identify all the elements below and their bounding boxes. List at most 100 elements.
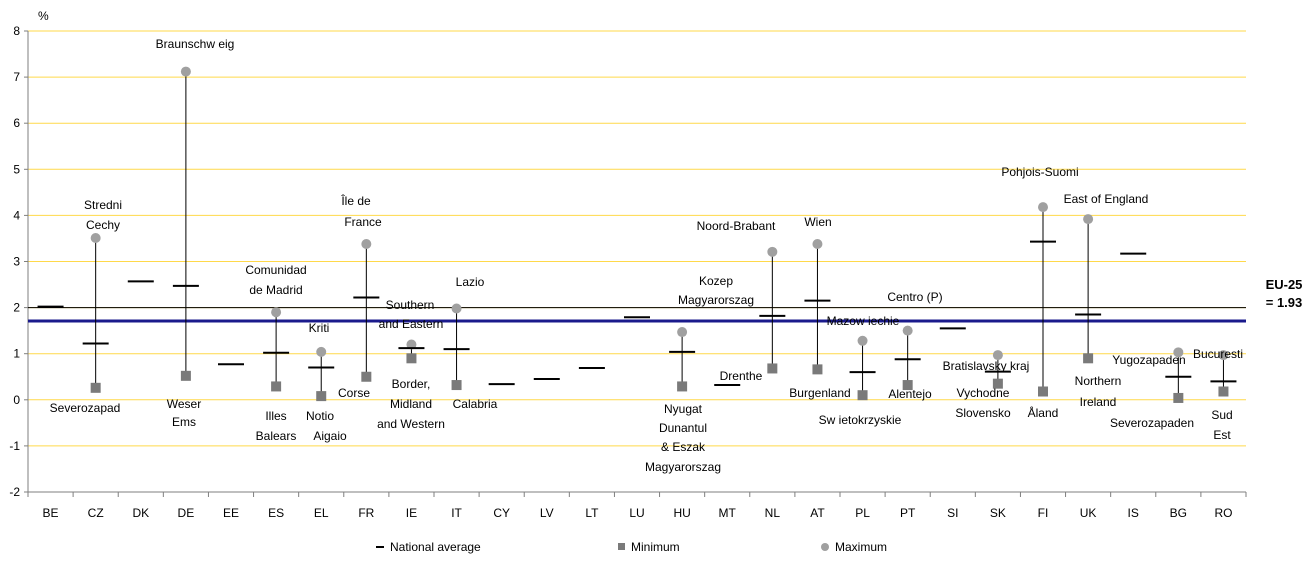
- region-annotation: Yugozapaden: [1112, 353, 1185, 367]
- legend-maximum-label: Maximum: [835, 540, 887, 554]
- maximum-marker: [1083, 214, 1094, 225]
- maximum-marker: [857, 335, 868, 346]
- minimum-marker: [406, 353, 417, 364]
- category-label: HU: [673, 506, 690, 520]
- category-label: IT: [451, 506, 462, 520]
- region-annotation: Alentejo: [888, 387, 932, 401]
- category-label: DK: [132, 506, 149, 520]
- region-annotation: Southern: [386, 298, 435, 312]
- minimum-marker: [677, 381, 688, 392]
- y-tick-label: 5: [13, 162, 20, 176]
- y-axis-label: %: [38, 9, 49, 23]
- category-label: DE: [178, 506, 195, 520]
- minimum-marker: [812, 364, 823, 375]
- category-label: LT: [585, 506, 599, 520]
- region-annotation: Vychodne: [957, 386, 1010, 400]
- y-tick-label: 8: [13, 24, 20, 38]
- maximum-marker: [271, 307, 282, 318]
- maximum-marker: [767, 246, 778, 257]
- y-tick-label: 6: [13, 116, 20, 130]
- minimum-marker: [316, 391, 327, 402]
- category-label: LU: [629, 506, 644, 520]
- maximum-marker: [90, 232, 101, 243]
- maximum-marker: [1038, 202, 1048, 213]
- maximum-marker: [1173, 347, 1184, 358]
- region-annotation: Stredni: [84, 198, 122, 212]
- minimum-marker: [180, 370, 191, 381]
- region-annotation: Cechy: [86, 218, 120, 232]
- legend: National average Minimum Maximum: [376, 540, 887, 554]
- region-annotation: Ems: [172, 415, 196, 429]
- legend-national-average-label: National average: [390, 540, 481, 554]
- region-annotation: Corse: [338, 386, 370, 400]
- minimum-marker: [361, 371, 372, 382]
- y-tick-label: 3: [13, 255, 20, 269]
- category-label: MT: [719, 506, 737, 520]
- category-label: SK: [990, 506, 1006, 520]
- y-tick-label: -2: [9, 485, 20, 499]
- region-annotation: Comunidad: [245, 263, 306, 277]
- y-tick-label: 4: [13, 208, 20, 222]
- category-label: IE: [406, 506, 417, 520]
- minimum-marker: [1173, 392, 1184, 403]
- region-annotation: Mazow iechie: [827, 314, 900, 328]
- category-label: BE: [43, 506, 59, 520]
- region-annotation: Notio: [306, 409, 334, 423]
- region-annotation: Border,: [392, 377, 431, 391]
- axes: -2 -1 0 1 2 3 4 5 6 7 8% BE CZ DK DE EE ES EL FR IE IT CY LV LT…: [9, 9, 1247, 520]
- region-annotation: and Western: [377, 417, 445, 431]
- region-annotation: Slovensko: [955, 406, 1011, 420]
- region-annotation: de Madrid: [249, 283, 302, 297]
- minimum-marker: [451, 380, 462, 391]
- region-annotations: Severozapad Stredni Cechy Braunschw eig Wese…: [50, 37, 1243, 474]
- region-annotation: Ireland: [1080, 395, 1117, 409]
- region-annotation: Calabria: [453, 397, 498, 411]
- region-annotation: Centro (P): [887, 290, 942, 304]
- region-annotation: Severozapaden: [1110, 416, 1194, 430]
- region-annotation: Illes: [265, 409, 286, 423]
- category-label: PT: [900, 506, 916, 520]
- category-label: LV: [540, 506, 554, 520]
- category-label: CZ: [88, 506, 104, 520]
- region-annotation: Drenthe: [720, 369, 763, 383]
- region-annotation: Bucuresti: [1193, 347, 1243, 361]
- region-annotation: Midland: [390, 397, 432, 411]
- category-label: FI: [1038, 506, 1049, 520]
- eu25-label: EU-25: [1266, 277, 1303, 292]
- y-tick-label: 0: [13, 393, 20, 407]
- region-annotation: Kriti: [309, 321, 330, 335]
- region-annotation: Dunantul: [659, 421, 707, 435]
- minimum-marker: [271, 381, 282, 392]
- reference-lines: EU-25 = 1.93: [28, 277, 1303, 323]
- maximum-marker: [812, 238, 823, 249]
- y-tick-label: -1: [9, 439, 20, 453]
- region-annotation: Nyugat: [664, 402, 703, 416]
- y-tick-label: 7: [13, 70, 20, 84]
- legend-minimum-label: Minimum: [631, 540, 680, 554]
- category-label: ES: [268, 506, 284, 520]
- region-annotation: Île de: [340, 193, 371, 208]
- region-annotation: Weser: [167, 397, 201, 411]
- region-annotation: and Eastern: [379, 317, 444, 331]
- y-tick-label: 1: [13, 347, 20, 361]
- category-label: UK: [1080, 506, 1097, 520]
- region-annotation: Bratislavsky kraj: [943, 359, 1030, 373]
- region-annotation: Burgenland: [789, 386, 850, 400]
- category-label: BG: [1170, 506, 1187, 520]
- category-label: EL: [314, 506, 329, 520]
- minimum-marker: [767, 363, 778, 374]
- minimum-marker: [992, 378, 1003, 389]
- eu25-value-label: = 1.93: [1266, 295, 1303, 310]
- region-annotation: Balears: [256, 429, 297, 443]
- range-whiskers: [95, 71, 1224, 398]
- maximum-marker: [992, 350, 1003, 361]
- maximum-marker: [677, 327, 688, 338]
- region-annotation: Noord-Brabant: [697, 219, 776, 233]
- maximum-marker: [902, 325, 913, 336]
- region-annotation: Åland: [1028, 405, 1059, 420]
- region-annotation: Magyarorszag: [678, 293, 754, 307]
- category-label: AT: [810, 506, 825, 520]
- maximum-marker: [180, 66, 191, 77]
- maximum-marker: [451, 303, 462, 314]
